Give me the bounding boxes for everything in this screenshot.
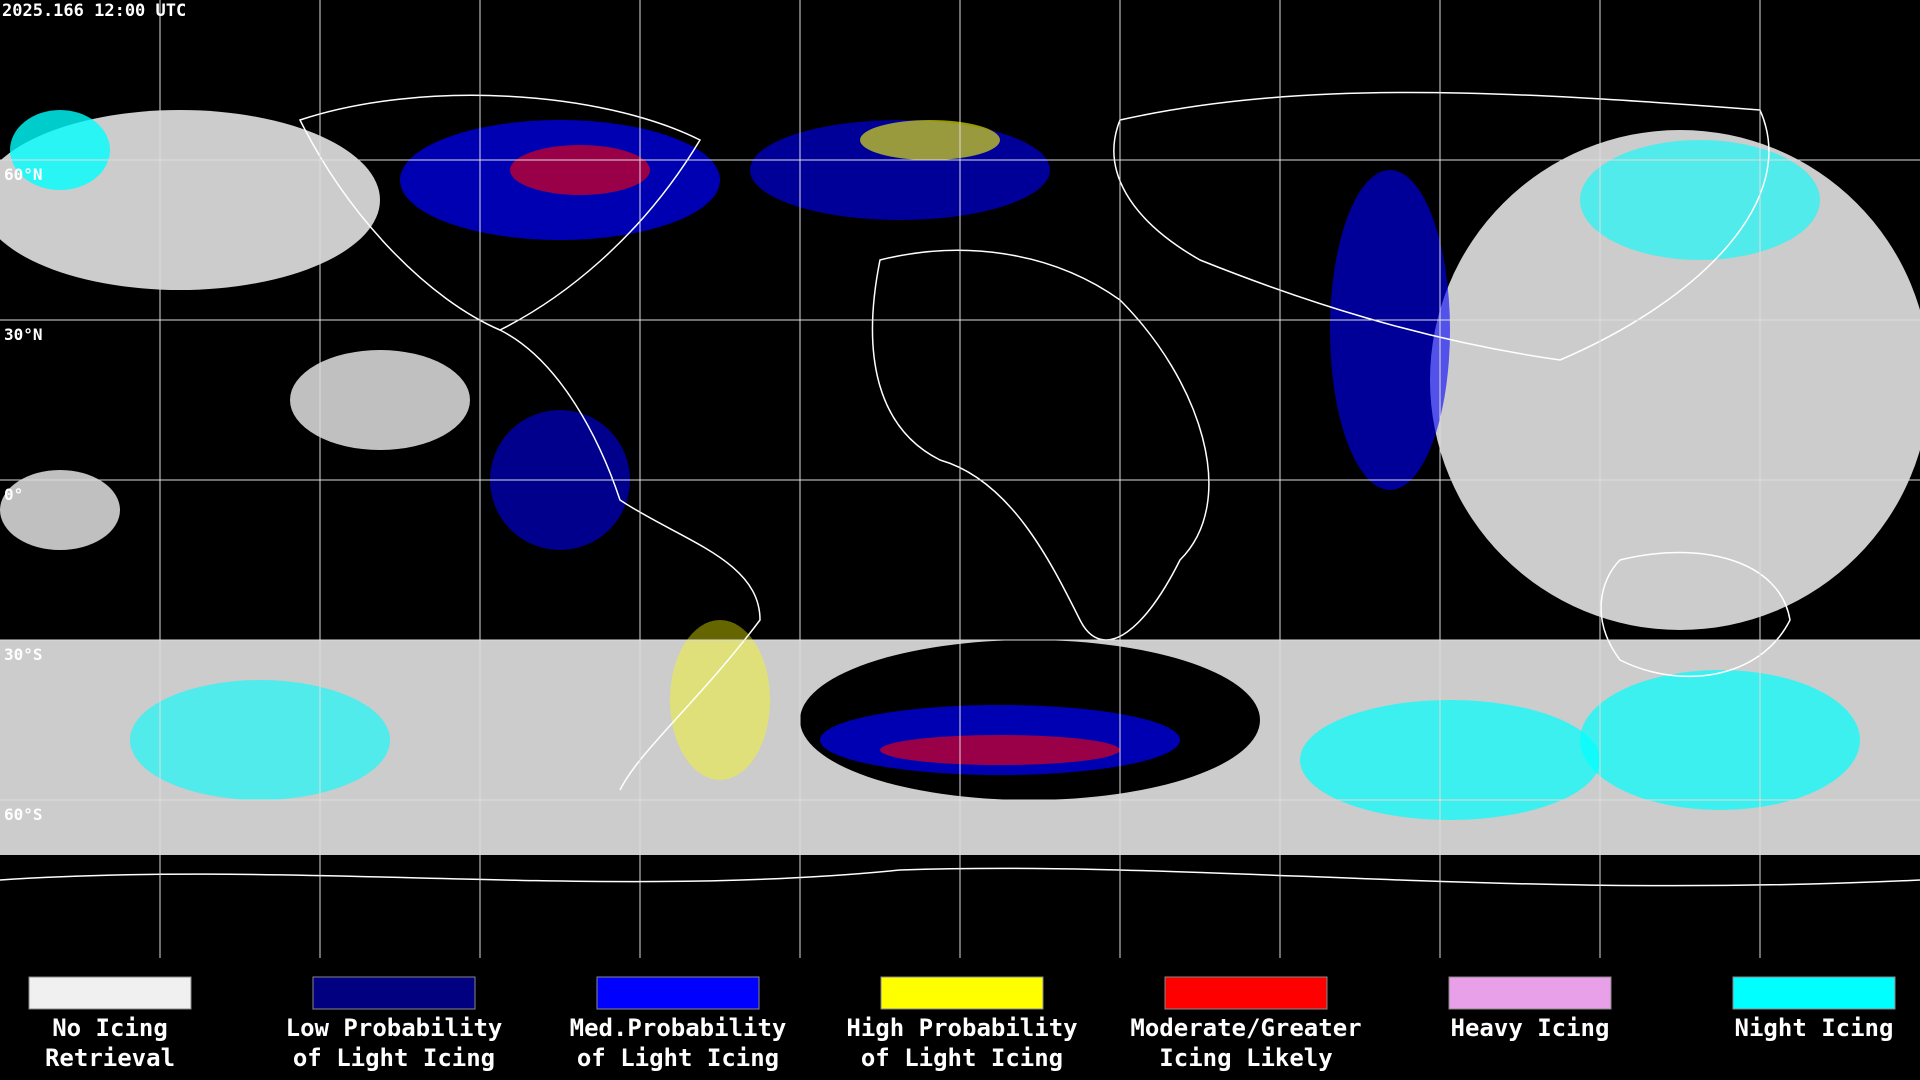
legend-swatch — [1164, 976, 1328, 1010]
legend-label: High Probability — [846, 1014, 1077, 1042]
coastline — [1113, 91, 1770, 361]
legend-swatch — [28, 976, 192, 1010]
icing-area — [510, 145, 650, 195]
legend-label: Low Probability — [286, 1014, 503, 1042]
legend-label: Icing Likely — [1159, 1044, 1332, 1072]
timestamp: 2025.166 12:00 UTC — [2, 1, 186, 21]
coastline — [0, 867, 1920, 887]
night-icing-area — [130, 680, 390, 800]
legend-label: Moderate/Greater — [1130, 1014, 1361, 1042]
night-icing-area — [1580, 140, 1820, 260]
legend-swatch — [312, 976, 476, 1010]
no-icing-area — [1430, 130, 1920, 630]
icing-area — [670, 620, 770, 780]
icing-area — [880, 735, 1120, 765]
coastlines — [0, 91, 1920, 887]
legend-label: Heavy Icing — [1451, 1014, 1610, 1042]
latitude-label: 30°S — [4, 645, 43, 664]
no-icing-area — [0, 470, 120, 550]
legend-label: Retrieval — [45, 1044, 175, 1072]
coastline — [298, 94, 702, 331]
night-icing-area — [10, 110, 110, 190]
legend-swatch — [880, 976, 1044, 1010]
graticule — [0, 0, 1920, 958]
legend-label: of Light Icing — [861, 1044, 1063, 1072]
legend-swatch — [1448, 976, 1612, 1010]
latitude-label: 0° — [4, 485, 23, 504]
coastline — [499, 329, 761, 791]
no-icing-area — [290, 350, 470, 450]
icing-area — [860, 120, 1000, 160]
legend-label: of Light Icing — [293, 1044, 495, 1072]
legend-label: Night Icing — [1735, 1014, 1894, 1042]
legend-swatch — [1732, 976, 1896, 1010]
latitude-label: 30°N — [4, 325, 43, 344]
latitude-label: 60°S — [4, 805, 43, 824]
legend-label: of Light Icing — [577, 1044, 779, 1072]
icing-area — [1330, 170, 1450, 490]
coastline — [1600, 551, 1791, 678]
coastline — [871, 249, 1210, 641]
night-icing-area — [1300, 700, 1600, 820]
legend-swatch — [596, 976, 760, 1010]
night-icing-area — [1580, 670, 1860, 810]
latitude-label: 60°N — [4, 165, 43, 184]
legend-label: Med.Probability — [570, 1014, 787, 1042]
legend-label: No Icing — [52, 1014, 168, 1042]
